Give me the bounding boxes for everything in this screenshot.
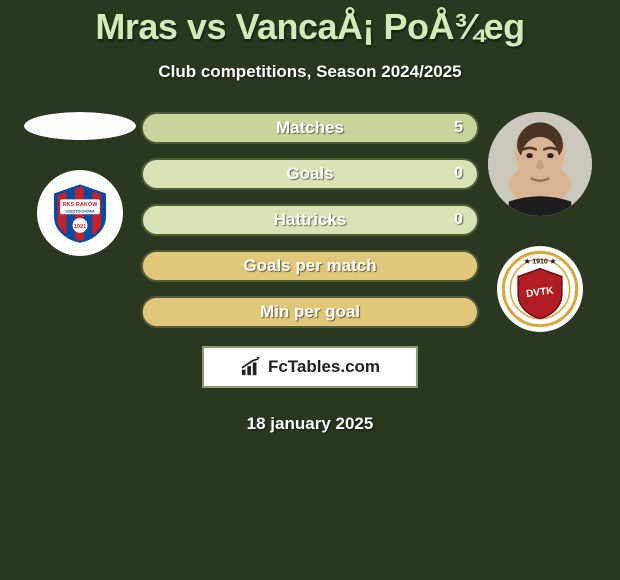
dvtk-badge-icon: ★ 1910 ★ DVTK (501, 250, 579, 328)
stat-value: 0 (454, 165, 463, 183)
subtitle: Club competitions, Season 2024/2025 (0, 62, 620, 82)
chart-icon (240, 357, 262, 377)
stat-label: Goals (286, 164, 333, 184)
page-title: Mras vs VancaÅ¡ PoÅ¾eg (0, 0, 620, 48)
stat-value: 0 (454, 211, 463, 229)
rakow-shield-icon: RKS RAKÓW CZĘSTOCHOWA 1921 (49, 182, 111, 244)
stat-label: Goals per match (243, 256, 376, 276)
club-right-badge: ★ 1910 ★ DVTK (497, 246, 583, 332)
stat-value: 5 (454, 119, 463, 137)
stats-column: Matches 5 Goals 0 Hattricks 0 Goals per … (140, 112, 480, 434)
left-column: RKS RAKÓW CZĘSTOCHOWA 1921 (20, 112, 140, 256)
svg-text:1921: 1921 (74, 224, 86, 230)
stat-bar-matches: Matches 5 (141, 112, 479, 144)
stat-label: Hattricks (274, 210, 347, 230)
comparison-layout: RKS RAKÓW CZĘSTOCHOWA 1921 Matches 5 Goa… (0, 112, 620, 434)
footer-date: 18 january 2025 (247, 414, 374, 434)
player-face-icon (488, 112, 592, 216)
player-left-avatar (24, 112, 136, 140)
svg-text:CZĘSTOCHOWA: CZĘSTOCHOWA (65, 209, 95, 213)
player-right-avatar (488, 112, 592, 216)
stat-bar-min-per-goal: Min per goal (141, 296, 479, 328)
blank-avatar-icon (24, 112, 136, 140)
stat-bar-hattricks: Hattricks 0 (141, 204, 479, 236)
brand-logo[interactable]: FcTables.com (202, 346, 418, 388)
stat-bar-goals: Goals 0 (141, 158, 479, 190)
svg-text:★ 1910 ★: ★ 1910 ★ (524, 257, 557, 265)
right-column: ★ 1910 ★ DVTK (480, 112, 600, 332)
stat-label: Matches (276, 118, 344, 138)
stat-bar-goals-per-match: Goals per match (141, 250, 479, 282)
club-left-badge: RKS RAKÓW CZĘSTOCHOWA 1921 (37, 170, 123, 256)
stat-label: Min per goal (260, 302, 360, 322)
brand-text: FcTables.com (268, 357, 380, 377)
